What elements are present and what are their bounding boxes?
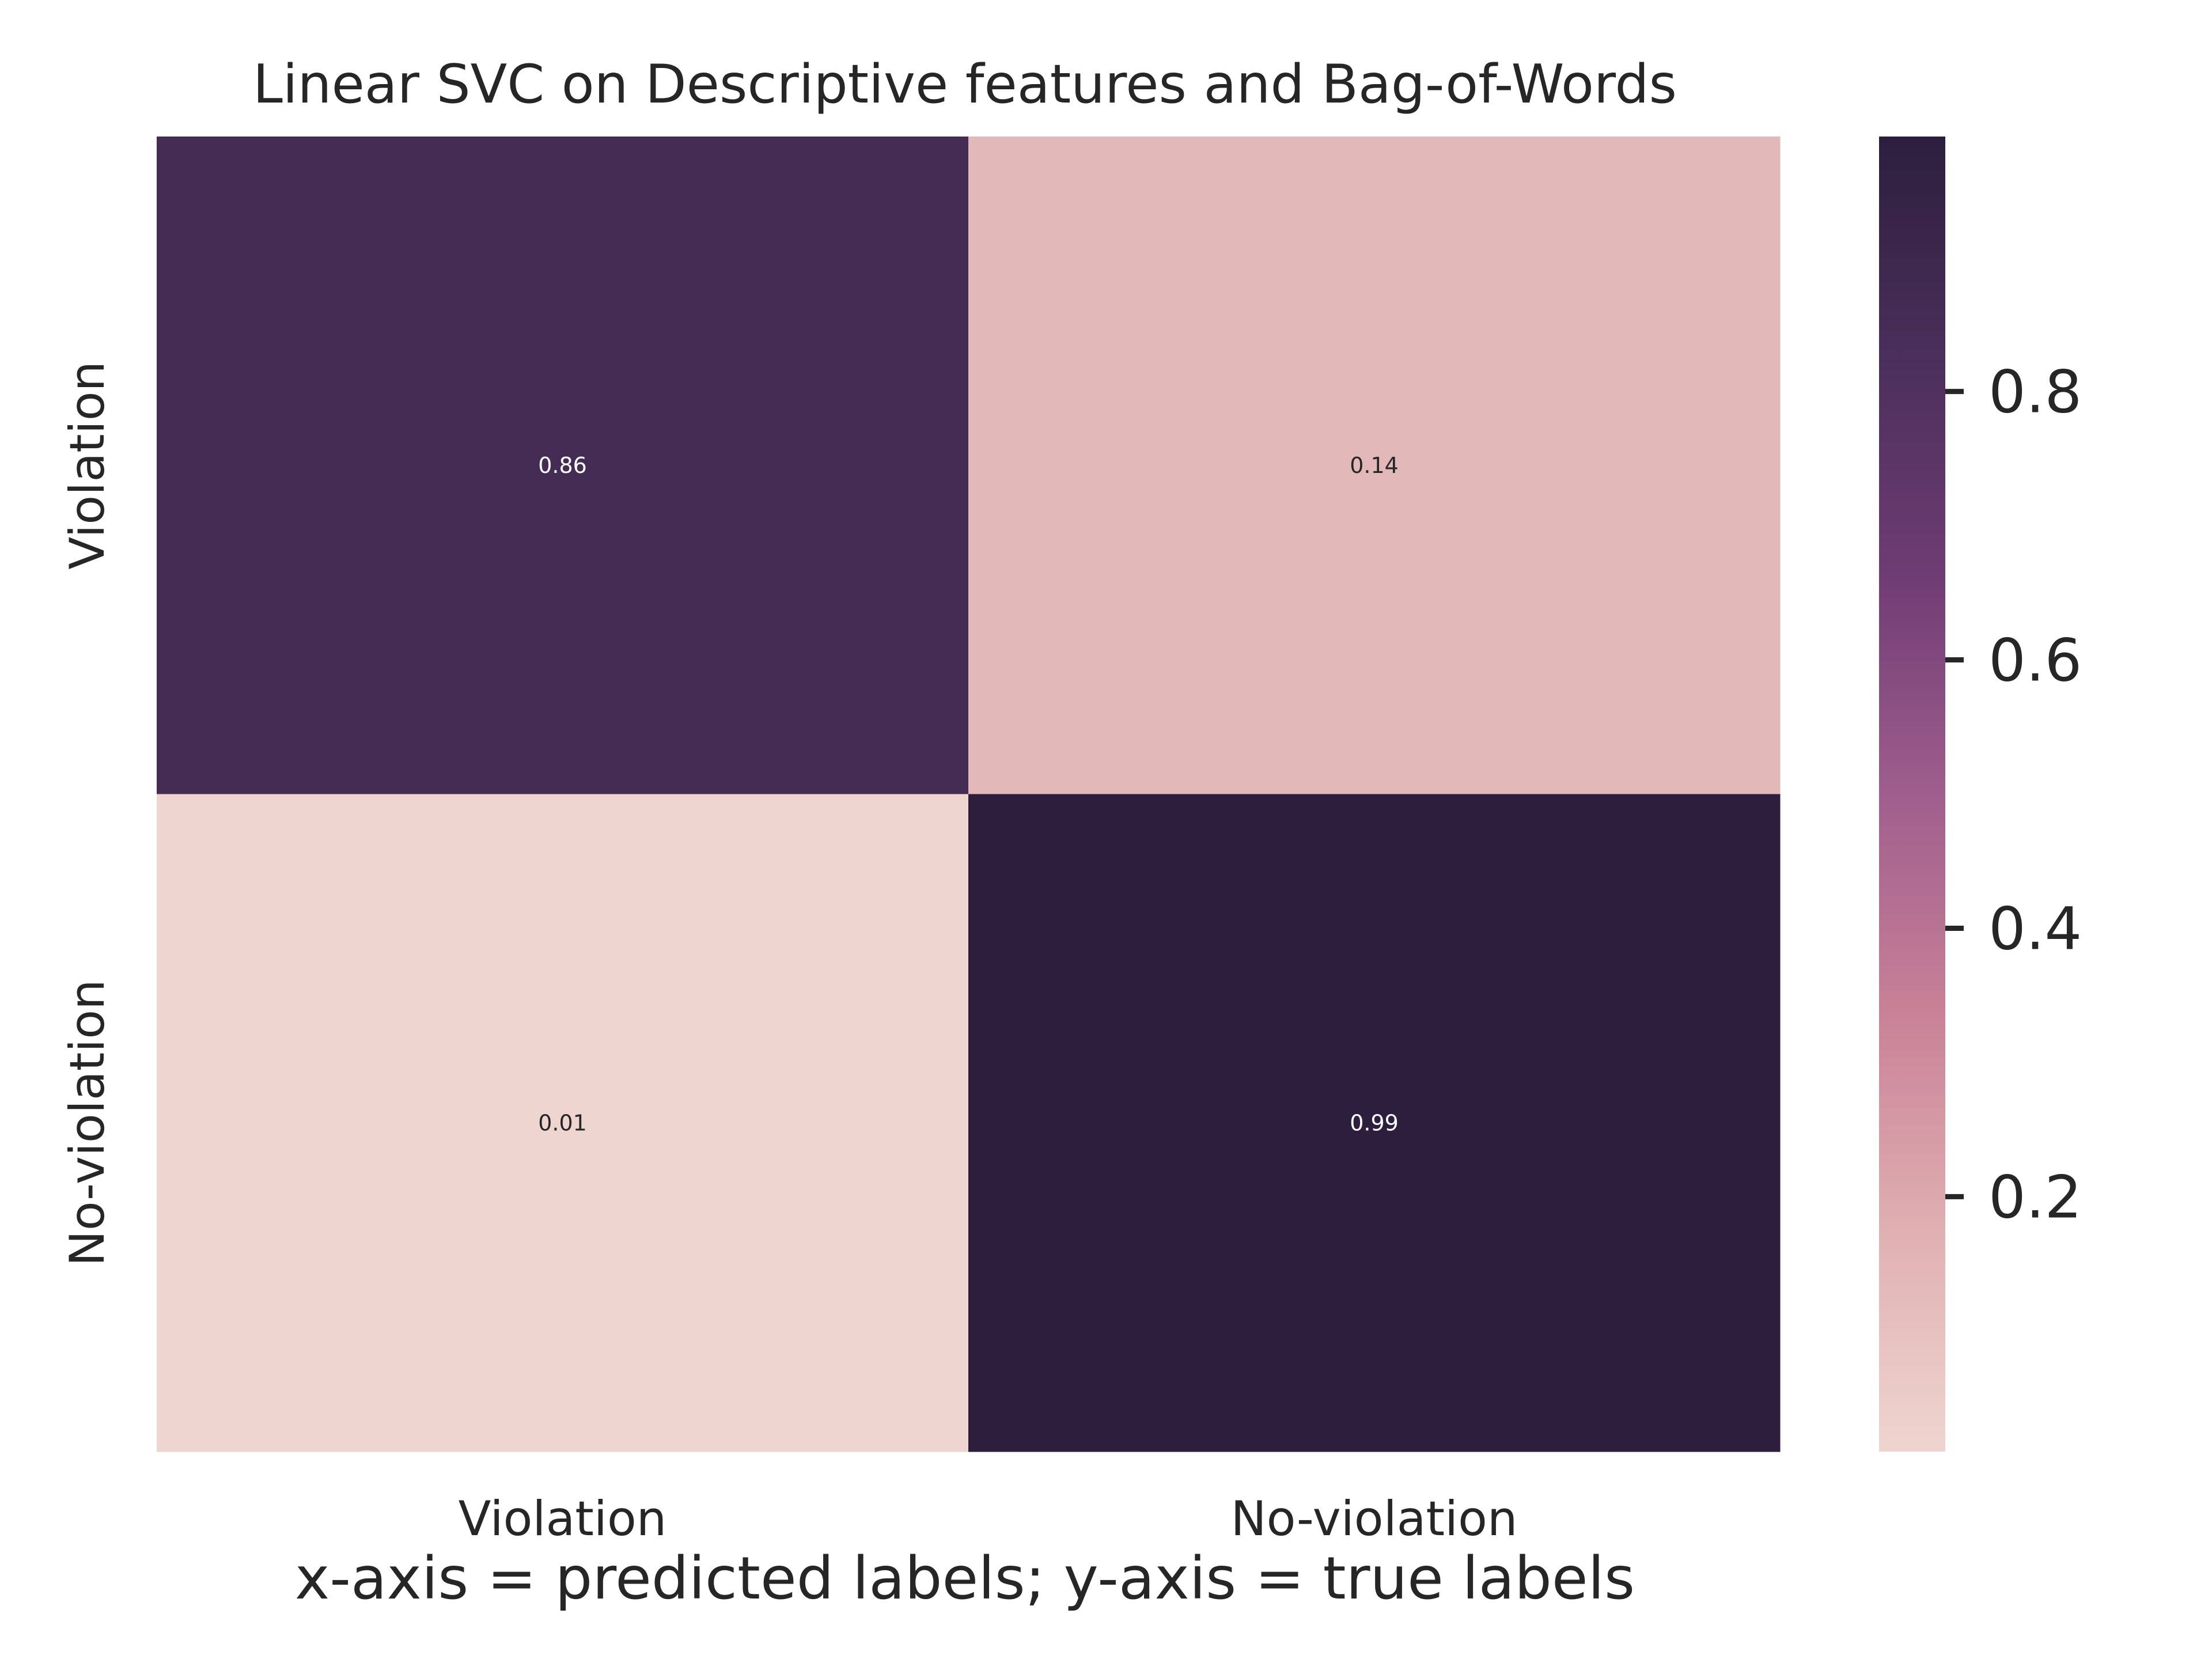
x-tick-label: No-violation (1231, 1491, 1518, 1547)
chart-title: Linear SVC on Descriptive features and B… (253, 53, 1677, 115)
cell-value-label: 0.01 (538, 1110, 587, 1135)
cell-value-label: 0.99 (1350, 1110, 1399, 1135)
colorbar-ticks: 0.2 0.4 0.6 0.8 (1945, 358, 2082, 1232)
colorbar-tick-label: 0.2 (1988, 1163, 2082, 1232)
colorbar-tick-label: 0.8 (1988, 358, 2082, 427)
x-tick-labels: Violation No-violation (459, 1491, 1518, 1547)
y-tick-labels: Violation No-violation (59, 361, 115, 1266)
heatmap-cell (968, 137, 1781, 794)
heatmap-cells (157, 137, 1781, 1452)
x-axis-label: x-axis = predicted labels; y-axis = true… (295, 1544, 1635, 1613)
x-tick-label: Violation (459, 1491, 667, 1547)
colorbar (1879, 137, 1945, 1452)
heatmap-cell (968, 794, 1781, 1452)
colorbar-tick-label: 0.6 (1988, 627, 2082, 695)
cell-value-label: 0.14 (1350, 453, 1399, 478)
y-tick-label: Violation (59, 361, 115, 570)
cell-value-label: 0.86 (538, 453, 587, 478)
y-tick-label: No-violation (59, 979, 115, 1266)
colorbar-tick-label: 0.4 (1988, 895, 2082, 963)
heatmap-cell (157, 137, 969, 794)
heatmap-cell (157, 794, 969, 1452)
heatmap-cell-labels: 0.86 0.14 0.01 0.99 (538, 453, 1399, 1136)
